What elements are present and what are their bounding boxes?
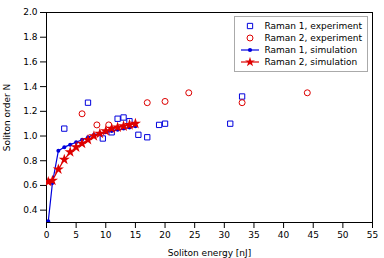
svg-text:1.8: 1.8 bbox=[23, 32, 38, 42]
svg-text:55: 55 bbox=[367, 230, 378, 240]
svg-text:0.4: 0.4 bbox=[23, 205, 38, 215]
svg-text:Soliton energy [nJ]: Soliton energy [nJ] bbox=[168, 248, 251, 258]
svg-text:30: 30 bbox=[219, 230, 231, 240]
svg-text:20: 20 bbox=[159, 230, 171, 240]
svg-text:45: 45 bbox=[308, 230, 319, 240]
svg-text:35: 35 bbox=[248, 230, 259, 240]
svg-text:0.8: 0.8 bbox=[23, 156, 38, 166]
svg-text:25: 25 bbox=[189, 230, 200, 240]
svg-text:5: 5 bbox=[73, 230, 79, 240]
svg-text:50: 50 bbox=[337, 230, 349, 240]
svg-text:2.0: 2.0 bbox=[23, 7, 38, 17]
svg-text:1.0: 1.0 bbox=[23, 131, 38, 141]
svg-text:10: 10 bbox=[100, 230, 112, 240]
html-text:Raman 1, experiment: Raman 1, experiment bbox=[264, 21, 362, 31]
svg-text:1.2: 1.2 bbox=[23, 106, 37, 116]
svg-text:0.6: 0.6 bbox=[23, 180, 38, 190]
svg-text:1.4: 1.4 bbox=[23, 81, 38, 91]
html-text:Raman 2, experiment: Raman 2, experiment bbox=[264, 33, 362, 43]
svg-text:Soliton order N: Soliton order N bbox=[2, 84, 12, 151]
html-text:Raman 2, simulation: Raman 2, simulation bbox=[264, 57, 358, 67]
svg-text:40: 40 bbox=[278, 230, 290, 240]
html-text:Raman 1, simulation: Raman 1, simulation bbox=[264, 45, 358, 55]
svg-text:1.6: 1.6 bbox=[23, 57, 38, 67]
svg-text:0: 0 bbox=[44, 230, 50, 240]
svg-text:15: 15 bbox=[130, 230, 141, 240]
